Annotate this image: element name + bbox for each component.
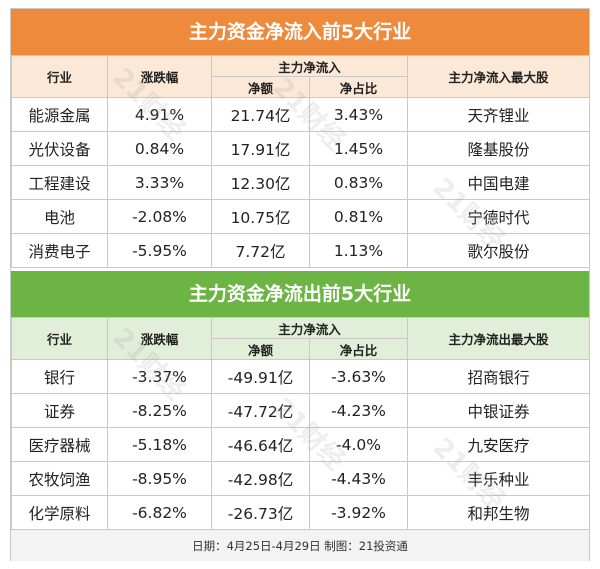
amount-cell: -26.73亿: [211, 495, 310, 530]
ratio-cell: -4.0%: [308, 427, 409, 462]
table-row: 能源金属 4.91% 21.74亿 3.43% 天齐锂业: [11, 97, 591, 132]
table-row: 消费电子 -5.95% 7.72亿 1.13% 歌尔股份: [11, 233, 591, 268]
header-net-ratio: 净占比: [308, 338, 409, 360]
industry-cell: 银行: [11, 359, 108, 394]
table-row: 农牧饲渔 -8.95% -42.98亿 -4.43% 丰乐种业: [11, 461, 591, 496]
industry-cell: 农牧饲渔: [11, 461, 108, 496]
inflow-title: 主力资金净流入前5大行业: [11, 9, 589, 55]
ratio-cell: 0.83%: [308, 165, 409, 200]
change-cell: 3.33%: [107, 165, 212, 200]
change-cell: 0.84%: [107, 131, 212, 166]
header-industry: 行业: [11, 317, 108, 360]
amount-cell: -42.98亿: [211, 461, 310, 496]
source-footer: 日期：4月25日-4月29日 制图：21投资通: [11, 529, 589, 561]
ratio-cell: 0.81%: [308, 199, 409, 234]
industry-cell: 化学原料: [11, 495, 108, 530]
table-row: 证券 -8.25% -47.72亿 -4.23% 中银证券: [11, 393, 591, 428]
header-industry: 行业: [11, 55, 108, 98]
stock-cell: 中国电建: [407, 165, 591, 200]
amount-cell: -47.72亿: [211, 393, 310, 428]
table-row: 工程建设 3.33% 12.30亿 0.83% 中国电建: [11, 165, 591, 200]
table-row: 光伏设备 0.84% 17.91亿 1.45% 隆基股份: [11, 131, 591, 166]
amount-cell: -46.64亿: [211, 427, 310, 462]
stock-cell: 丰乐种业: [407, 461, 591, 496]
change-cell: -8.25%: [107, 393, 212, 428]
table-row: 银行 -3.37% -49.91亿 -3.63% 招商银行: [11, 359, 591, 394]
stock-cell: 天齐锂业: [407, 97, 591, 132]
header-top-stock: 主力净流入最大股: [407, 55, 591, 98]
data-panel: 主力资金净流入前5大行业 行业 涨跌幅 主力净流入 主力净流入最大股 净额 净占…: [10, 8, 591, 561]
amount-cell: 10.75亿: [211, 199, 310, 234]
header-change: 涨跌幅: [107, 55, 212, 98]
header-main-flow: 主力净流入: [210, 317, 409, 339]
change-cell: -5.18%: [107, 427, 212, 462]
change-cell: -6.82%: [107, 495, 212, 530]
industry-cell: 能源金属: [11, 97, 108, 132]
stock-cell: 和邦生物: [407, 495, 591, 530]
ratio-cell: 1.45%: [308, 131, 409, 166]
industry-cell: 工程建设: [11, 165, 108, 200]
industry-cell: 消费电子: [11, 233, 108, 268]
stock-cell: 招商银行: [407, 359, 591, 394]
change-cell: -5.95%: [107, 233, 212, 268]
amount-cell: 12.30亿: [211, 165, 310, 200]
industry-cell: 证券: [11, 393, 108, 428]
header-main-flow: 主力净流入: [210, 55, 409, 77]
ratio-cell: 3.43%: [308, 97, 409, 132]
ratio-cell: -4.43%: [308, 461, 409, 496]
table-row: 电池 -2.08% 10.75亿 0.81% 宁德时代: [11, 199, 591, 234]
stock-cell: 中银证券: [407, 393, 591, 428]
header-net-amount: 净额: [211, 338, 310, 360]
change-cell: 4.91%: [107, 97, 212, 132]
header-top-stock: 主力净流出最大股: [407, 317, 591, 360]
outflow-table: 行业 涨跌幅 主力净流入 主力净流出最大股 净额 净占比 银行 -3.37% -…: [11, 317, 591, 530]
table-row: 化学原料 -6.82% -26.73亿 -3.92% 和邦生物: [11, 495, 591, 530]
ratio-cell: -4.23%: [308, 393, 409, 428]
amount-cell: -49.91亿: [211, 359, 310, 394]
industry-cell: 电池: [11, 199, 108, 234]
ratio-cell: -3.92%: [308, 495, 409, 530]
ratio-cell: -3.63%: [308, 359, 409, 394]
header-net-amount: 净额: [211, 76, 310, 98]
amount-cell: 17.91亿: [211, 131, 310, 166]
industry-cell: 医疗器械: [11, 427, 108, 462]
industry-cell: 光伏设备: [11, 131, 108, 166]
outflow-title: 主力资金净流出前5大行业: [11, 271, 589, 317]
stock-cell: 隆基股份: [407, 131, 591, 166]
amount-cell: 7.72亿: [211, 233, 310, 268]
header-change: 涨跌幅: [107, 317, 212, 360]
header-net-ratio: 净占比: [308, 76, 409, 98]
change-cell: -2.08%: [107, 199, 212, 234]
inflow-table: 行业 涨跌幅 主力净流入 主力净流入最大股 净额 净占比 能源金属 4.91% …: [11, 55, 591, 268]
change-cell: -8.95%: [107, 461, 212, 496]
ratio-cell: 1.13%: [308, 233, 409, 268]
table-row: 医疗器械 -5.18% -46.64亿 -4.0% 九安医疗: [11, 427, 591, 462]
stock-cell: 九安医疗: [407, 427, 591, 462]
stock-cell: 宁德时代: [407, 199, 591, 234]
change-cell: -3.37%: [107, 359, 212, 394]
amount-cell: 21.74亿: [211, 97, 310, 132]
stock-cell: 歌尔股份: [407, 233, 591, 268]
